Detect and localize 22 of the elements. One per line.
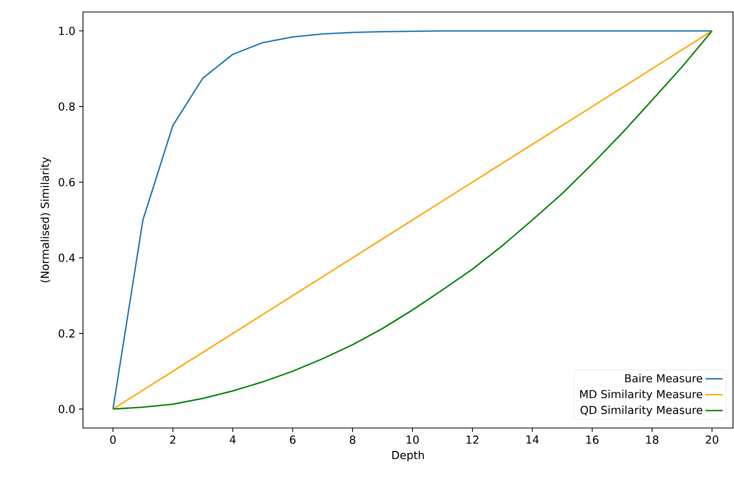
- legend-label: QD Similarity Measure: [580, 406, 702, 416]
- x-tick-label: 12: [466, 436, 478, 444]
- y-tick-label: 1.0: [59, 26, 75, 36]
- x-tick-label: 4: [230, 436, 236, 444]
- y-axis-title: (Normalised) Similarity: [40, 157, 52, 282]
- x-axis-title: Depth: [392, 450, 424, 462]
- x-tick-label: 16: [586, 436, 599, 444]
- x-tick-label: 0: [110, 436, 116, 444]
- y-tick-label: 0.0: [58, 404, 75, 414]
- x-tick-label: 6: [290, 436, 296, 444]
- y-tick-label: 0.8: [58, 102, 75, 111]
- x-tick-label: 10: [406, 436, 419, 444]
- x-tick-label: 18: [646, 436, 658, 444]
- y-tick-label: 0.6: [58, 178, 75, 186]
- y-tick-label: 0.2: [58, 329, 74, 338]
- x-tick-label: 2: [170, 436, 176, 444]
- legend-label: MD Similarity Measure: [580, 390, 702, 400]
- legend-label: Baire Measure: [625, 374, 702, 382]
- y-tick-label: 0.4: [58, 254, 75, 262]
- x-tick-label: 8: [350, 436, 356, 444]
- x-tick-label: 14: [526, 436, 539, 444]
- x-tick-label: 20: [706, 436, 718, 444]
